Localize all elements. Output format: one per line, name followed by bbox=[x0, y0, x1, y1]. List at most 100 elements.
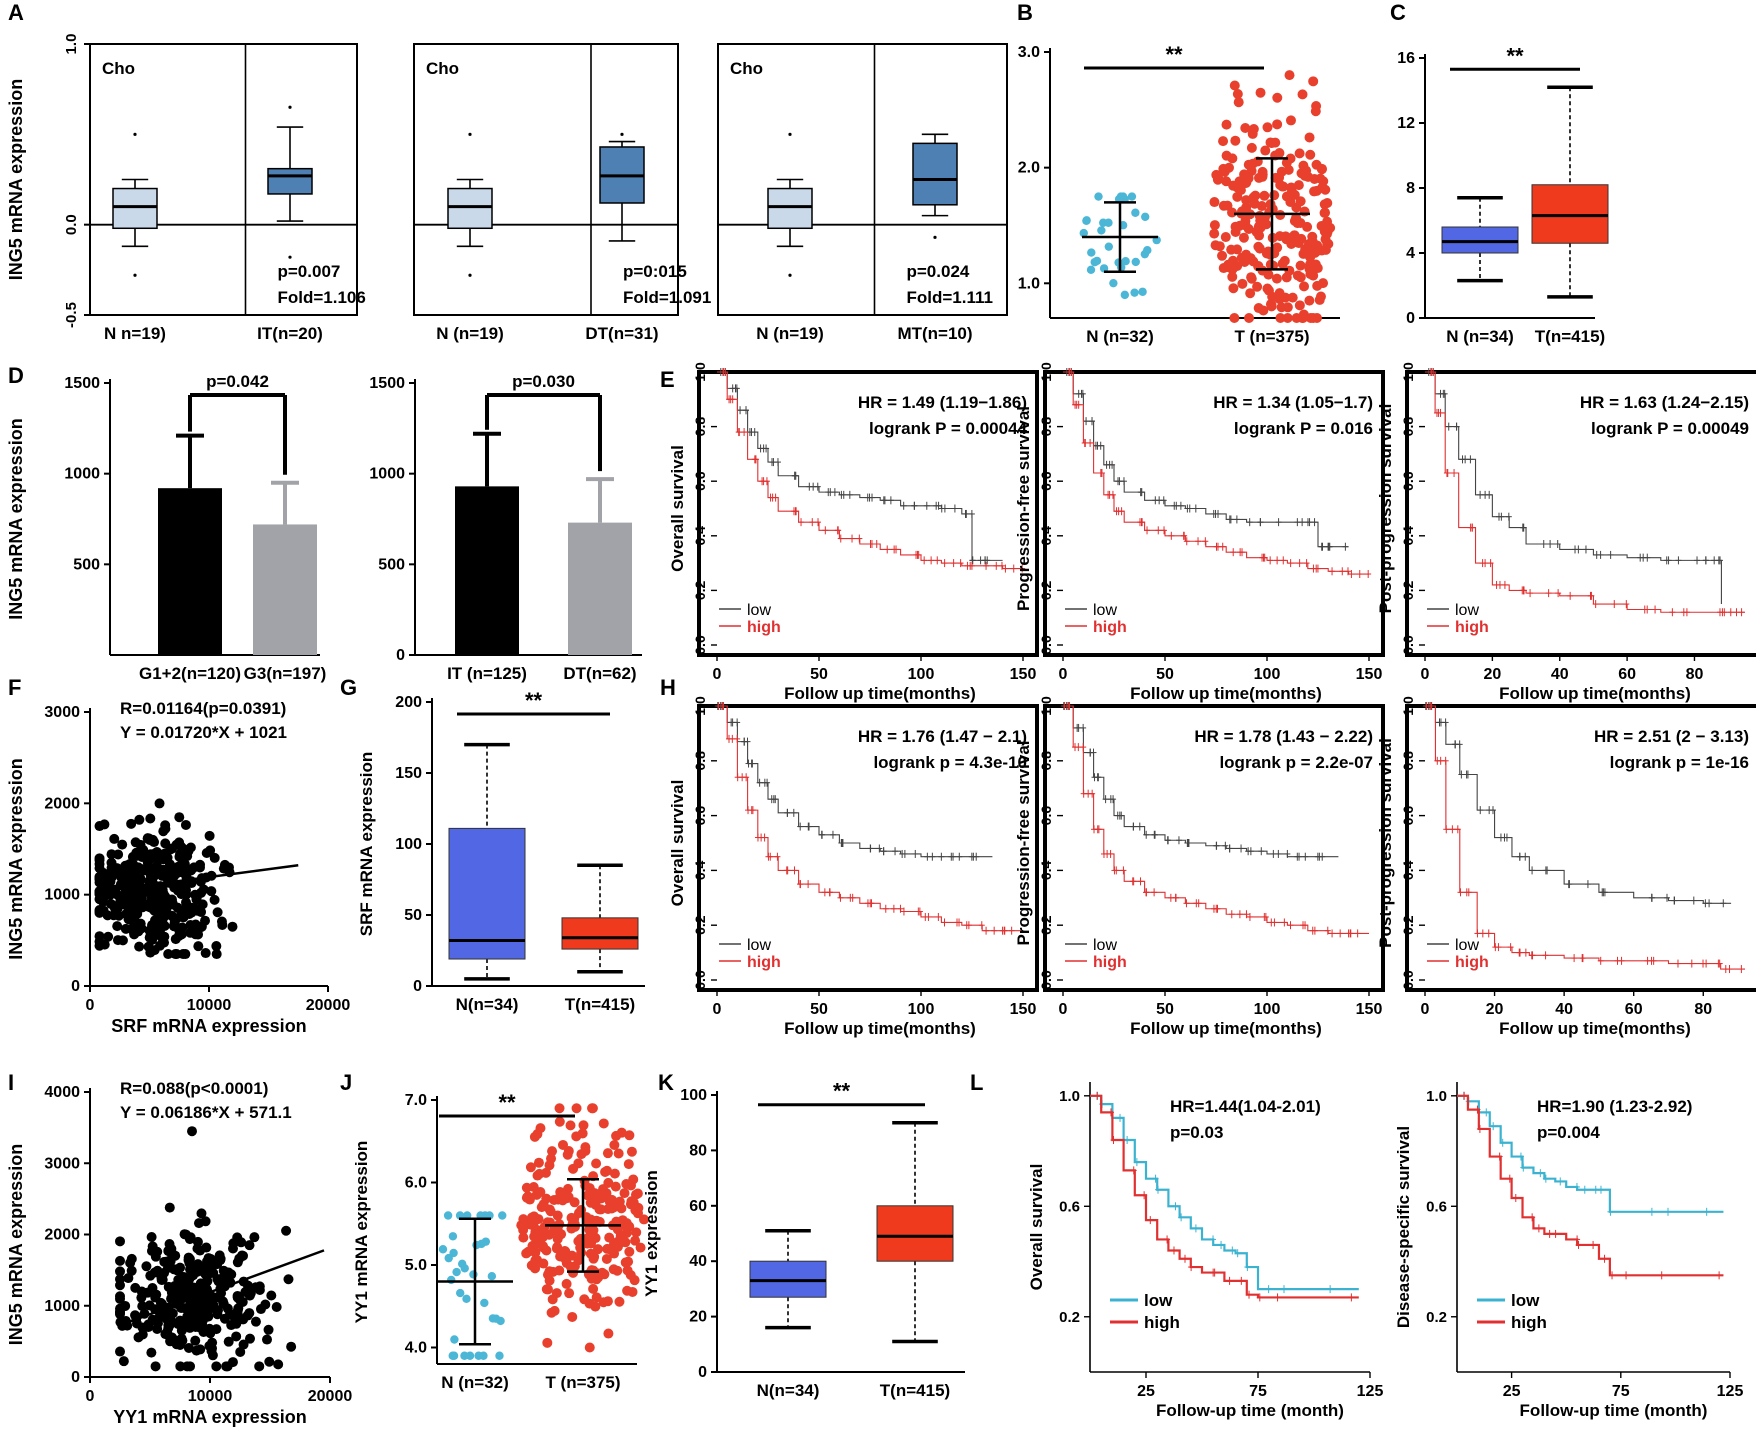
significance-label: ** bbox=[525, 688, 543, 713]
y-tick-label: 100 bbox=[680, 1087, 707, 1104]
data-point-t bbox=[600, 1166, 611, 1177]
data-point-t bbox=[620, 1237, 631, 1248]
data-point-t bbox=[596, 1204, 607, 1215]
x-tick-label: 20 bbox=[1486, 1001, 1504, 1018]
data-point bbox=[170, 914, 181, 925]
data-point-t bbox=[603, 1177, 614, 1188]
y-tick-label: -0.5 bbox=[63, 302, 80, 328]
data-point bbox=[175, 1315, 186, 1326]
data-point-t bbox=[1257, 166, 1268, 177]
data-point bbox=[150, 929, 161, 940]
data-point-t bbox=[1226, 244, 1237, 255]
data-point bbox=[209, 852, 220, 863]
y-tick-label: 2000 bbox=[44, 795, 80, 812]
data-point-t bbox=[1240, 172, 1251, 183]
x-axis-label: SRF mRNA expression bbox=[111, 1016, 306, 1036]
data-point bbox=[231, 1307, 242, 1318]
data-point-t bbox=[624, 1246, 635, 1257]
data-point bbox=[254, 1281, 265, 1292]
data-point bbox=[111, 863, 122, 874]
data-point-t bbox=[1230, 226, 1241, 237]
data-point bbox=[147, 1314, 158, 1325]
y-axis-label: Progression-free survival bbox=[1014, 740, 1033, 945]
x-tick-label: 20000 bbox=[306, 997, 351, 1014]
data-point-t bbox=[1295, 196, 1306, 207]
data-point-t bbox=[1319, 207, 1330, 218]
data-point-t bbox=[588, 1253, 599, 1264]
data-point bbox=[183, 1277, 194, 1288]
y-tick-label: 5.0 bbox=[405, 1257, 427, 1274]
data-point bbox=[207, 1301, 218, 1312]
panel-e1: E 1.0 0.8 0.6 0.4 0.2 0.0 0 50 100 150 Follow up ti… bbox=[660, 362, 1039, 703]
panel-frame bbox=[717, 43, 1008, 316]
data-point bbox=[161, 1314, 172, 1325]
data-point-t bbox=[1284, 70, 1295, 81]
data-point bbox=[203, 1253, 214, 1264]
data-point bbox=[159, 1256, 170, 1267]
data-point bbox=[141, 1261, 152, 1272]
x-tick-label: 60 bbox=[1618, 666, 1636, 683]
data-point bbox=[200, 948, 211, 959]
y-tick-label: 0.6 bbox=[1426, 1198, 1447, 1215]
data-point bbox=[207, 1350, 218, 1361]
panel-letter-c: C bbox=[1390, 0, 1406, 25]
data-point bbox=[171, 839, 182, 850]
data-point-t bbox=[631, 1227, 642, 1238]
data-point-t bbox=[602, 1148, 613, 1159]
data-point-t bbox=[1319, 199, 1330, 210]
data-point bbox=[160, 866, 171, 877]
y-tick-label: 0.4 bbox=[1038, 860, 1054, 880]
y-tick-label: 500 bbox=[378, 556, 405, 573]
category-label: N n=19) bbox=[104, 324, 166, 343]
panel-frame bbox=[1043, 704, 1385, 992]
p-value-label: logrank P = 0.00049 bbox=[1591, 419, 1749, 438]
hazard-ratio-label: HR = 2.51 (2 − 3.13) bbox=[1594, 727, 1749, 746]
y-tick-label: 1000 bbox=[369, 466, 405, 483]
y-tick-label: 1.0 bbox=[1059, 1088, 1080, 1105]
fold-annotation: Fold=1.111 bbox=[907, 288, 993, 307]
data-point bbox=[115, 1307, 125, 1318]
data-point bbox=[123, 914, 134, 925]
y-tick-label: 0 bbox=[396, 647, 405, 664]
data-point bbox=[163, 1323, 174, 1334]
data-point bbox=[266, 1290, 277, 1301]
category-label: DT(n=31) bbox=[585, 324, 658, 343]
data-point-t bbox=[1262, 122, 1273, 133]
y-tick-label: 0 bbox=[71, 978, 80, 995]
data-point-t bbox=[603, 1328, 614, 1339]
data-point-t bbox=[547, 1146, 558, 1157]
data-point-t bbox=[1305, 149, 1316, 160]
data-point bbox=[190, 1335, 201, 1346]
y-tick-label: 8 bbox=[1406, 180, 1415, 197]
cohort-label: Cho bbox=[426, 59, 459, 78]
y-tick-label: 20 bbox=[689, 1309, 707, 1326]
data-point-t bbox=[537, 1232, 548, 1243]
y-tick-label: 1.0 bbox=[1426, 1088, 1447, 1105]
panel-frame bbox=[413, 43, 679, 316]
y-tick-label: 0.8 bbox=[692, 417, 708, 437]
data-point-t bbox=[1306, 246, 1317, 257]
data-point bbox=[117, 935, 128, 946]
data-point-t bbox=[1233, 97, 1244, 108]
data-point-t bbox=[551, 1243, 562, 1254]
data-point-t bbox=[1276, 302, 1287, 313]
data-point bbox=[134, 814, 145, 825]
data-point-t bbox=[551, 1288, 562, 1299]
box-0-outlier bbox=[468, 132, 472, 136]
y-tick-label: 4000 bbox=[44, 1084, 80, 1101]
data-point-n bbox=[1114, 258, 1123, 267]
data-point-t bbox=[604, 1196, 615, 1207]
data-point bbox=[102, 910, 113, 921]
data-point bbox=[126, 1265, 137, 1276]
data-point-t bbox=[1251, 226, 1262, 237]
data-point bbox=[99, 819, 110, 830]
data-point bbox=[141, 900, 152, 911]
x-axis-label: Follow up time(months) bbox=[1130, 1019, 1322, 1038]
significance-label: ** bbox=[833, 1079, 851, 1104]
y-tick-label: 0.6 bbox=[692, 471, 708, 491]
y-tick-label: 0.6 bbox=[1400, 806, 1416, 826]
data-point bbox=[164, 1238, 175, 1249]
correlation-label: R=0.01164(p=0.0391) bbox=[120, 699, 286, 718]
p-value-label: p=0.03 bbox=[1170, 1123, 1223, 1142]
